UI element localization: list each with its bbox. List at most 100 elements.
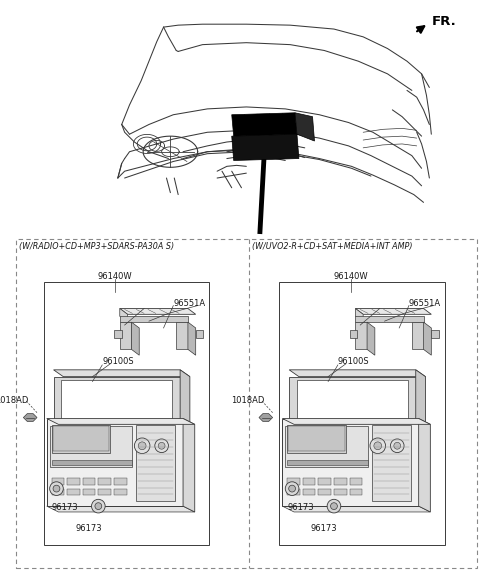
Polygon shape [183,419,195,512]
Bar [67,478,80,485]
Bar [279,282,445,545]
Circle shape [138,442,146,450]
Text: 96551A: 96551A [409,299,441,308]
Circle shape [285,482,299,496]
Bar [303,489,315,496]
Circle shape [374,442,382,450]
Bar [53,426,109,450]
Polygon shape [54,370,190,376]
Polygon shape [120,309,128,322]
Circle shape [327,499,341,513]
Polygon shape [289,376,416,428]
Text: 96173: 96173 [311,523,337,533]
Polygon shape [367,322,375,356]
Bar [83,478,96,485]
Polygon shape [282,419,419,506]
Polygon shape [196,330,204,338]
Polygon shape [232,134,299,160]
Polygon shape [120,309,196,314]
Polygon shape [188,322,196,356]
Bar [114,478,127,485]
Circle shape [53,485,60,492]
Text: 96551A: 96551A [173,299,205,308]
Bar [349,478,362,485]
Circle shape [49,482,63,496]
Bar [49,426,132,467]
Text: (W/RADIO+CD+MP3+SDARS-PA30A S): (W/RADIO+CD+MP3+SDARS-PA30A S) [20,242,175,251]
Polygon shape [355,309,363,322]
Circle shape [331,503,337,510]
Circle shape [155,439,168,453]
Text: 96173: 96173 [287,503,314,512]
Bar [287,478,300,485]
Polygon shape [289,370,425,376]
Circle shape [370,438,385,453]
Polygon shape [282,506,431,512]
Circle shape [95,503,102,510]
Text: (W/UVO2-R+CD+SAT+MEDIA+INT AMP): (W/UVO2-R+CD+SAT+MEDIA+INT AMP) [252,242,413,251]
Text: 96173: 96173 [52,503,78,512]
Bar [303,478,315,485]
Polygon shape [180,370,190,435]
Text: FR.: FR. [432,15,456,28]
Bar [52,489,64,496]
Polygon shape [47,506,195,512]
Text: 1018AD: 1018AD [231,396,264,405]
Polygon shape [54,376,180,428]
Bar [318,489,331,496]
Circle shape [390,439,404,453]
Polygon shape [282,419,431,424]
Polygon shape [232,113,297,136]
Bar [83,489,96,496]
Polygon shape [61,380,172,423]
Polygon shape [355,322,367,349]
Text: 96100S: 96100S [102,357,134,366]
Polygon shape [120,322,132,349]
Polygon shape [355,316,423,322]
Bar [98,489,111,496]
Polygon shape [423,322,432,356]
Circle shape [288,485,296,492]
Polygon shape [416,370,425,435]
Bar [288,426,345,450]
Text: 96140W: 96140W [333,273,368,281]
Bar [287,489,300,496]
Bar [67,489,80,496]
Bar [372,426,411,501]
Polygon shape [47,419,183,506]
Circle shape [92,499,105,513]
Circle shape [394,442,401,449]
Bar [287,460,368,466]
Polygon shape [114,330,122,338]
Polygon shape [132,322,139,356]
Polygon shape [412,322,423,349]
Polygon shape [355,309,432,314]
Text: 1018AD: 1018AD [0,396,28,405]
Circle shape [158,442,165,449]
Polygon shape [47,419,195,424]
Bar [334,478,347,485]
Bar [15,239,477,569]
Text: 96100S: 96100S [338,357,370,366]
Polygon shape [295,113,314,141]
Bar [52,426,110,453]
Polygon shape [349,330,357,338]
Bar [334,489,347,496]
Bar [285,426,368,467]
Bar [349,489,362,496]
Text: 96140W: 96140W [97,273,132,281]
Bar [136,426,175,501]
Polygon shape [120,316,188,322]
Bar [114,489,127,496]
Bar [44,282,209,545]
Text: 96173: 96173 [75,523,102,533]
Circle shape [134,438,150,453]
Bar [98,478,111,485]
Polygon shape [297,380,408,423]
Bar [52,478,64,485]
Bar [287,426,346,453]
Bar [318,478,331,485]
Polygon shape [176,322,188,349]
Polygon shape [259,413,273,422]
Bar [52,460,132,466]
